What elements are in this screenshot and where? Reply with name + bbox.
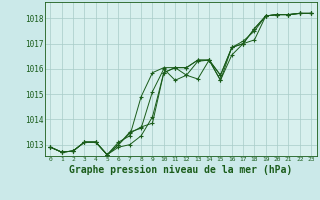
X-axis label: Graphe pression niveau de la mer (hPa): Graphe pression niveau de la mer (hPa) <box>69 165 292 175</box>
